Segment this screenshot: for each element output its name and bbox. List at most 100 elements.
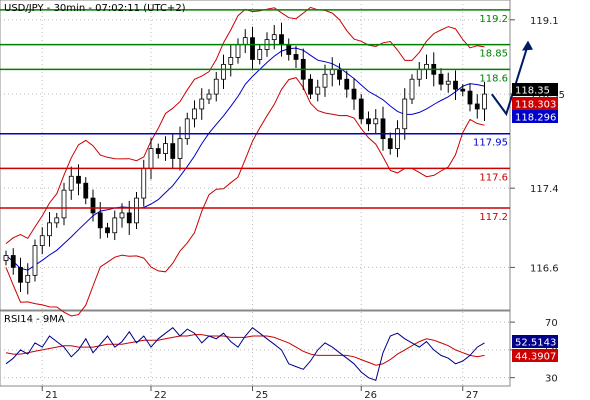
candle-body <box>206 93 212 100</box>
candle-body <box>242 37 248 45</box>
level-label: 117.95 <box>473 138 508 149</box>
candle-body <box>228 57 234 65</box>
rsi-line <box>5 327 485 382</box>
level-label: 117.6 <box>479 172 508 183</box>
candle-body <box>279 34 284 45</box>
candle-body <box>366 118 371 125</box>
candle-body <box>112 217 118 234</box>
main-panel-frame <box>0 0 511 311</box>
candle-body <box>184 118 190 140</box>
candle-body <box>322 73 328 88</box>
candle-body <box>308 78 313 95</box>
candle-body <box>126 212 132 224</box>
candle-body <box>3 255 9 261</box>
candle-body <box>402 98 408 130</box>
candle-body <box>163 143 168 154</box>
candle-body <box>467 90 473 105</box>
candle-body <box>416 68 422 80</box>
candle-body <box>47 222 52 237</box>
candle-body <box>387 138 393 149</box>
candle-body <box>344 78 350 90</box>
candle-body <box>134 197 139 224</box>
candle-body <box>271 34 277 41</box>
candle-body <box>68 175 74 191</box>
rsi-y-tick-label: 30 <box>545 374 558 385</box>
y-tick-label: 117.4 <box>530 184 559 195</box>
candle-body <box>221 63 226 80</box>
candle-body <box>380 118 386 140</box>
candle-body <box>83 182 89 199</box>
candle-body <box>315 86 321 95</box>
candle-body <box>199 98 205 110</box>
candle-body <box>155 148 161 154</box>
candle-body <box>438 73 444 85</box>
x-tick-label: 22 <box>154 390 167 400</box>
rsi-badge <box>512 335 558 348</box>
price-badge-label: 118.35 <box>515 86 550 97</box>
y-tick-label: 116.6 <box>530 263 559 274</box>
candle-body <box>10 255 16 268</box>
forecast-path <box>490 44 529 117</box>
candle-body <box>482 93 487 110</box>
price-badge-label: 118.303 <box>515 100 556 111</box>
candle-body <box>18 267 23 283</box>
level-label: 118.6 <box>479 73 508 84</box>
candle-body <box>474 103 480 110</box>
rsi-ma-line <box>5 334 485 366</box>
support-resistance-levels: 119.2 18.85 118.6 117.95 117.6 117.2 <box>0 9 510 223</box>
x-tick-label: 25 <box>256 390 269 400</box>
x-tick-label: 21 <box>45 390 58 400</box>
candle-body <box>76 175 81 184</box>
candle-body <box>257 49 263 60</box>
rsi-y-tick-label: 70 <box>545 318 558 329</box>
price-badge <box>512 110 558 123</box>
candle-body <box>192 108 197 120</box>
rsi-lines <box>5 327 485 382</box>
candle-body <box>61 189 67 219</box>
candle-body <box>395 128 400 149</box>
level-label: 18.85 <box>479 49 508 60</box>
candle-body <box>148 148 154 169</box>
level-label: 119.2 <box>479 14 508 25</box>
x-tick-label: 26 <box>364 390 377 400</box>
axes: 116.6117.4118.35119.12122252627305070118… <box>41 16 565 400</box>
candle-body <box>351 88 357 100</box>
candle-body <box>177 138 183 159</box>
candle-body <box>460 88 466 92</box>
candle-body <box>293 54 299 60</box>
candle-body <box>119 212 125 219</box>
candle-body <box>250 37 255 60</box>
candle-body <box>25 274 31 283</box>
candle-body <box>141 167 147 199</box>
candle-body <box>32 245 38 276</box>
x-tick-label: 27 <box>466 390 479 400</box>
candle-body <box>54 217 60 224</box>
candle-body <box>97 212 103 229</box>
forecast-arrow-head <box>522 40 533 51</box>
rsi-badge-label: 52.5143 <box>515 338 556 349</box>
forecast-arrow <box>490 40 533 117</box>
candlesticks <box>3 22 487 295</box>
candle-body <box>286 44 292 55</box>
candle-body <box>453 80 458 90</box>
rsi-panel-frame <box>0 310 511 387</box>
candle-body <box>373 118 379 125</box>
price-badge-label: 118.296 <box>515 113 556 124</box>
candle-body <box>409 78 415 100</box>
rsi-badge <box>512 349 558 362</box>
rsi-title: RSI14 - 9MA <box>4 314 65 325</box>
candle-body <box>337 68 342 80</box>
candle-body <box>213 78 219 95</box>
candle-body <box>90 197 96 214</box>
price-badge <box>512 97 558 110</box>
candle-body <box>39 235 45 247</box>
candle-body <box>358 98 364 120</box>
price-badge <box>512 83 558 96</box>
candle-body <box>105 227 110 234</box>
candle-body <box>235 44 241 58</box>
grid-lines <box>0 0 510 386</box>
level-label: 117.2 <box>479 212 508 223</box>
candle-body <box>445 80 451 85</box>
candle-body <box>170 143 176 159</box>
